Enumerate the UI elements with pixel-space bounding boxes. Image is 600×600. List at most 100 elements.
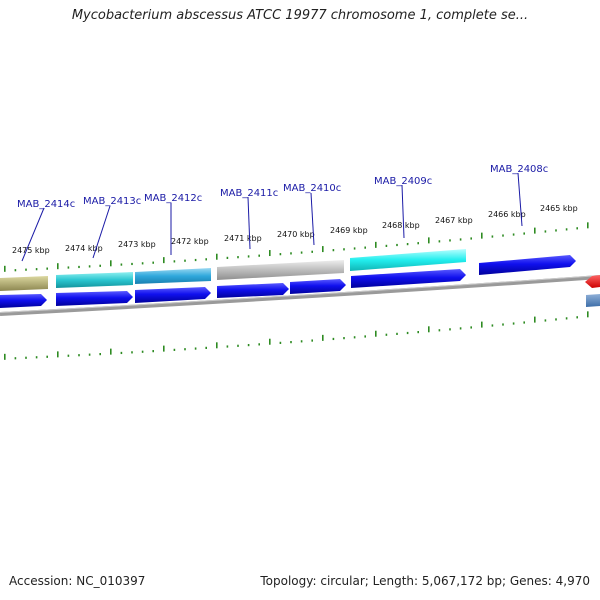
gene-label-mab2414c[interactable]: MAB_2414c [17,199,75,210]
gene-mab2409c[interactable] [350,249,466,271]
label-line-mab2411c [247,196,251,250]
ruler-label-2467: 2467 kbp [435,216,473,225]
inner-ruler-tick [491,324,494,327]
outer-ruler-tick [226,256,229,260]
gene-mab2413c[interactable] [56,272,133,288]
label-line-mab2414c [21,207,45,262]
inner-ruler-tick [523,321,525,324]
inner-ruler-tick [481,321,483,328]
gene-blue-7[interactable] [479,255,576,275]
gene-blue-4[interactable] [217,283,289,298]
ruler-label-2466: 2466 kbp [488,210,526,219]
inner-ruler-tick [428,326,430,333]
gene-label-mab2413c[interactable]: MAB_2413c [83,196,141,207]
outer-ruler-tick [534,227,536,234]
outer-ruler-tick [46,267,48,270]
gene-label-mab2409c[interactable]: MAB_2409c [374,176,432,187]
inner-ruler-tick [14,357,17,360]
map-title: Mycobacterium abscessus ATCC 19977 chrom… [71,8,529,23]
outer-ruler-tick [587,222,589,229]
inner-ruler-tick [565,317,568,320]
inner-ruler-tick [343,337,345,340]
inner-ruler-tick [279,341,282,344]
gene-mab2412c[interactable] [135,268,211,284]
inner-ruler-tick [4,353,6,360]
inner-ruler-ticks [4,311,589,360]
outer-ruler-tick [290,252,292,255]
inner-ruler-tick [502,323,504,326]
outer-ruler-tick [88,265,91,268]
gene-mab2411c[interactable] [217,260,344,280]
inner-ruler-tick [152,350,154,353]
outer-ruler-tick [470,237,472,240]
inner-ruler-tick [544,319,547,322]
genome-summary-text: Topology: circular; Length: 5,067,172 bp… [260,574,590,588]
gene-blue-6[interactable] [351,269,466,288]
outer-ruler-tick [194,258,197,262]
outer-ruler-tick [353,247,356,250]
outer-ruler-tick [375,241,377,248]
inner-ruler-tick [237,344,239,347]
inner-ruler-tick [247,343,250,347]
ruler-label-2475: 2475 kbp [12,246,50,255]
outer-ruler-tick [396,243,398,247]
gene-red-partial[interactable] [585,275,600,288]
inner-ruler-tick [99,352,101,356]
gene-label-mab2411c[interactable]: MAB_2411c [220,188,278,199]
ruler-label-2470: 2470 kbp [277,230,315,239]
gene-label-mab2412c[interactable]: MAB_2412c [144,193,202,204]
outer-ruler-tick [459,238,462,241]
inner-ruler-tick [163,345,165,352]
gene-blue-2[interactable] [56,291,133,306]
inner-ruler-tick [120,351,123,355]
inner-ruler-tick [534,316,536,323]
inner-ruler-tick [205,346,207,349]
gene-blue-3[interactable] [135,287,211,303]
inner-ruler-tick [332,337,335,341]
inner-ruler-tick [576,316,578,319]
outer-ruler-tick [406,243,409,246]
outer-ruler-tick [449,239,451,242]
outer-ruler-tick [163,257,165,264]
gene-label-mab2408c[interactable]: MAB_2408c [490,164,548,175]
gene-steel-partial[interactable] [586,294,600,307]
gene-label-lines [21,172,523,262]
inner-ruler-tick [290,341,292,344]
inner-ruler-tick [78,354,80,357]
inner-ruler-tick [396,332,398,335]
gene-blue-5[interactable] [290,279,346,294]
outer-ruler-tick [78,265,80,269]
gene-mab2414c[interactable] [0,276,48,291]
inner-ruler-tick [46,355,48,358]
outer-ruler-tick [258,254,260,257]
gene-label-mab2410c[interactable]: MAB_2410c [283,183,341,194]
outer-ruler-tick [311,250,313,253]
outer-ruler-tick [491,235,494,238]
outer-ruler-ticks [4,222,589,272]
blue-gene-track [0,255,576,308]
inner-ruler-tick [131,351,133,354]
inner-ruler-tick [226,345,229,348]
inner-ruler-tick [269,338,271,345]
label-line-mab2408c [517,172,523,227]
outer-ruler-tick [332,249,335,252]
ruler-label-2472: 2472 kbp [171,237,209,246]
outer-ruler-tick [322,246,324,253]
outer-ruler-tick [131,262,133,266]
outer-ruler-tick [417,242,419,245]
outer-ruler-tick [173,260,176,263]
outer-ruler-tick [99,264,101,267]
outer-ruler-tick [35,268,38,271]
inner-ruler-tick [216,342,218,349]
outer-ruler-tick [544,230,547,233]
ruler-label-2465: 2465 kbp [540,204,578,213]
outer-ruler-tick [120,263,123,266]
inner-ruler-tick [385,333,388,336]
inner-ruler-tick [587,311,589,318]
gene-blue-1[interactable] [0,294,47,308]
inner-ruler-tick [88,353,91,356]
outer-ruler-tick [216,253,218,260]
outer-ruler-tick [565,228,568,231]
inner-ruler-tick [470,326,472,329]
